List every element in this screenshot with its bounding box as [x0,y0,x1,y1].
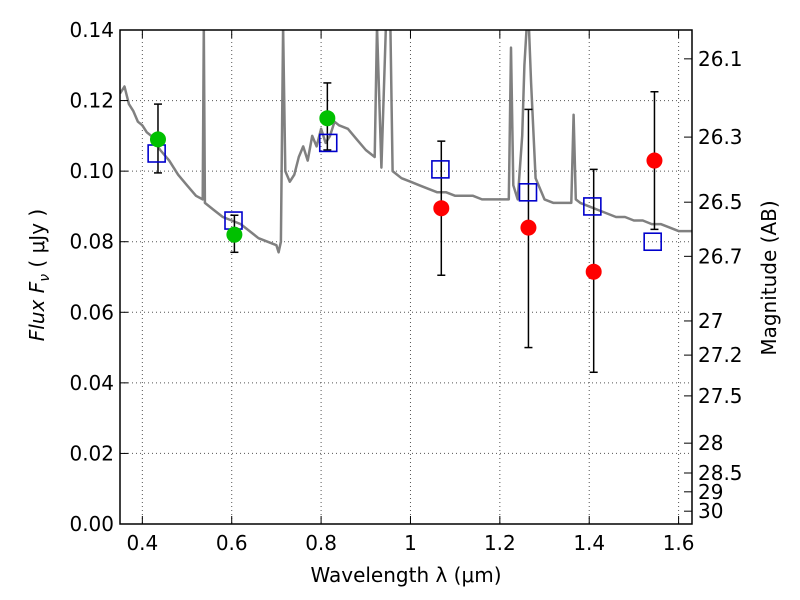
model-spectrum-line [120,30,692,254]
y2-tick-label: 27 [698,309,723,333]
model-point-square [431,160,450,179]
y2-tick-label: 26.3 [698,125,743,149]
y-tick-label: 0.12 [69,89,114,113]
y-tick-labels: 0.00 0.02 0.04 0.06 0.08 0.10 0.12 0.14 [69,18,114,536]
x-axis-label: Wavelength λ (μm) [310,563,501,587]
x-tick-label: 1 [404,531,417,555]
y-axis-label-unit: ( μJy ) [25,209,49,274]
observed-point-green [319,110,336,127]
y2-tick-label: 28 [698,431,723,455]
y-tick-label: 0.04 [69,371,114,395]
model-point-square [318,133,338,153]
model-point-square [518,183,538,202]
x-tick-labels: 0.4 0.6 0.8 1 1.2 1.4 1.6 [126,531,694,555]
y-tick-label: 0.00 [69,512,114,536]
observed-point-red [520,219,537,236]
y2-tick-label: 27.5 [698,384,743,408]
observed-point-green [149,131,166,148]
grid-lines [120,30,692,524]
y2-tick-label: 26.7 [698,244,743,268]
observed-point-red [585,263,602,280]
y2-axis-label: Magnitude (AB) [757,200,781,355]
x-tick-label: 1.2 [484,531,516,555]
y-axis-label: Flux Fν ( μJy ) [25,209,53,341]
y-axis-label-subscript: ν [37,274,53,282]
x-tick-label: 0.6 [216,531,248,555]
y-axis-label-main: Flux F [25,281,49,341]
tick-marks [120,29,692,525]
y2-tick-label: 30 [698,499,723,523]
y-tick-label: 0.10 [69,159,114,183]
y2-tick-label: 28.5 [698,461,743,485]
observed-point-red [646,152,663,169]
y2-tick-label: 26.1 [698,47,743,71]
model-point-square [643,232,662,252]
y-tick-label: 0.14 [69,18,114,42]
x-tick-label: 0.4 [126,531,158,555]
y-tick-label: 0.08 [69,230,114,254]
model-spectrum-layer [120,30,692,254]
y2-tick-label: 27.2 [698,343,743,367]
x-tick-label: 1.6 [663,531,695,555]
y2-tick-label: 26.5 [698,190,743,214]
x-tick-label: 1.4 [573,531,605,555]
model-point-square [583,197,602,216]
observed-point-red [433,200,450,217]
plot-frame [119,29,693,525]
observed-point-green [226,226,243,243]
data-points-layer [147,110,663,280]
y-tick-label: 0.02 [69,441,114,465]
y2-tick-label: 29 [698,480,723,504]
errorbar-layer [153,82,659,374]
x-tick-label: 0.8 [305,531,337,555]
y-tick-label: 0.06 [69,300,114,324]
